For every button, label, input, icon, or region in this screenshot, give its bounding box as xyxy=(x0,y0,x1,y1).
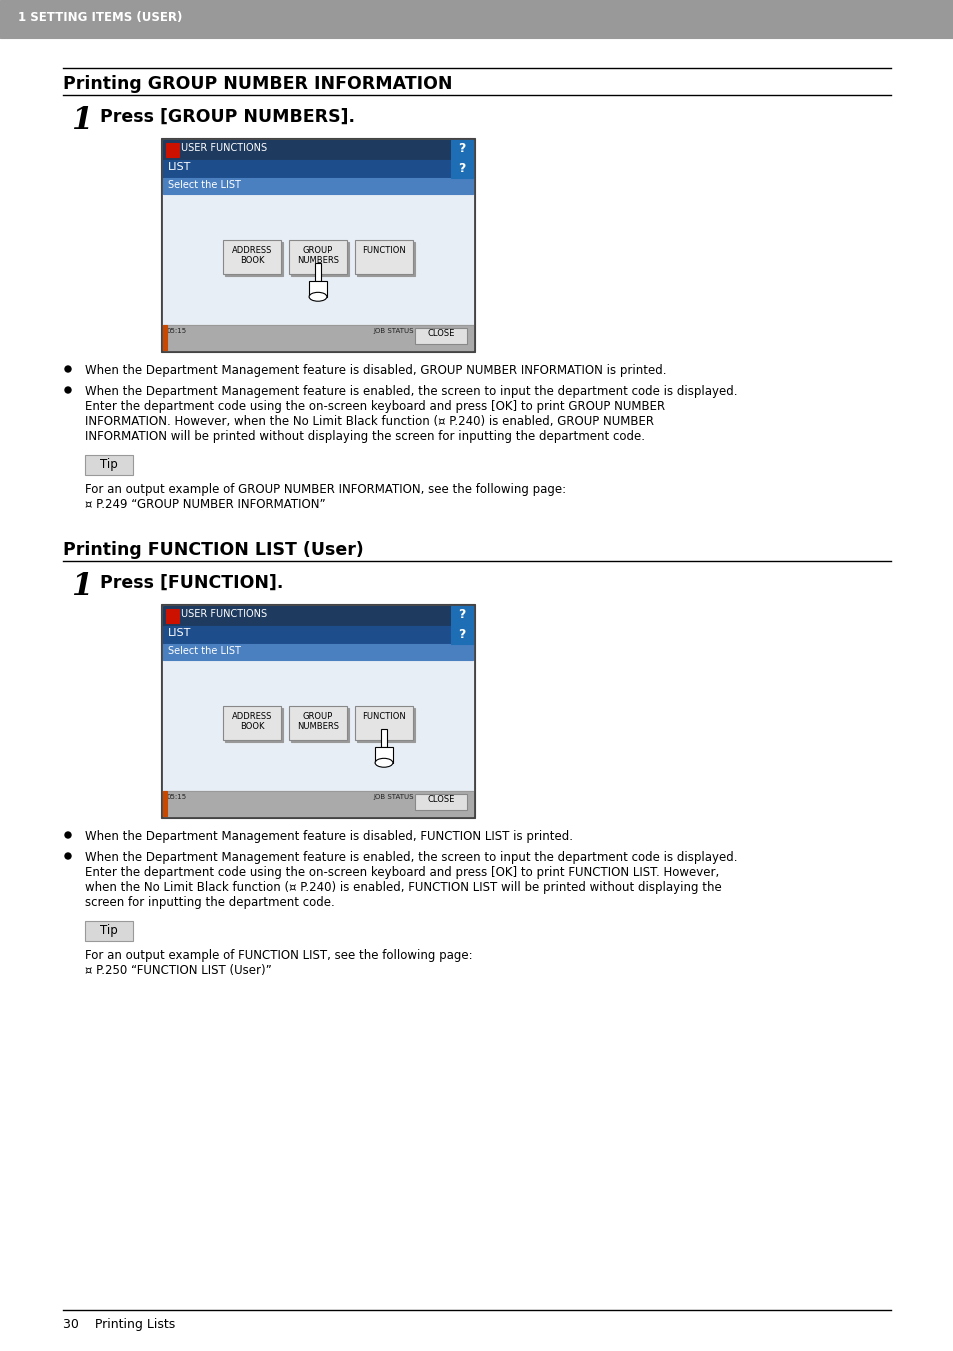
Ellipse shape xyxy=(309,292,327,301)
Text: When the Department Management feature is disabled, FUNCTION LIST is printed.: When the Department Management feature i… xyxy=(85,830,573,843)
Text: For an output example of GROUP NUMBER INFORMATION, see the following page:: For an output example of GROUP NUMBER IN… xyxy=(85,484,565,496)
Bar xyxy=(163,141,473,159)
Bar xyxy=(163,661,473,790)
Text: when the No Limit Black function (¤ P.240) is enabled, FUNCTION LIST will be pri: when the No Limit Black function (¤ P.24… xyxy=(85,881,721,894)
Circle shape xyxy=(65,386,71,393)
Text: JOB STATUS: JOB STATUS xyxy=(373,794,413,800)
Text: When the Department Management feature is disabled, GROUP NUMBER INFORMATION is : When the Department Management feature i… xyxy=(85,363,666,377)
Bar xyxy=(163,195,473,326)
Bar xyxy=(225,708,283,742)
Circle shape xyxy=(65,366,71,372)
Text: ?: ? xyxy=(457,142,465,155)
Text: Press [FUNCTION].: Press [FUNCTION]. xyxy=(100,574,283,592)
Bar xyxy=(161,604,475,817)
Bar xyxy=(85,921,132,942)
Text: Enter the department code using the on-screen keyboard and press [OK] to print F: Enter the department code using the on-s… xyxy=(85,866,719,880)
Text: 05:15: 05:15 xyxy=(167,328,187,334)
Bar xyxy=(289,707,347,740)
Bar xyxy=(163,326,167,350)
Text: ?: ? xyxy=(457,608,465,621)
Text: ¤ P.249 “GROUP NUMBER INFORMATION”: ¤ P.249 “GROUP NUMBER INFORMATION” xyxy=(85,499,325,511)
Bar xyxy=(291,242,349,276)
Polygon shape xyxy=(309,281,327,297)
Bar xyxy=(355,240,413,274)
Text: CLOSE: CLOSE xyxy=(427,794,455,804)
Bar xyxy=(415,794,467,811)
Text: USER FUNCTIONS: USER FUNCTIONS xyxy=(181,609,267,619)
Bar xyxy=(163,790,473,816)
Text: ?: ? xyxy=(457,628,465,640)
Text: FUNCTION: FUNCTION xyxy=(362,712,405,721)
Bar xyxy=(166,143,179,157)
Text: GROUP: GROUP xyxy=(302,246,333,255)
Bar xyxy=(166,609,179,623)
Text: BOOK: BOOK xyxy=(239,721,264,731)
Text: Select the LIST: Select the LIST xyxy=(168,180,240,190)
Text: USER FUNCTIONS: USER FUNCTIONS xyxy=(181,143,267,153)
Bar xyxy=(451,626,473,644)
Bar xyxy=(225,242,283,276)
Text: When the Department Management feature is enabled, the screen to input the depar: When the Department Management feature i… xyxy=(85,851,737,865)
Text: Tip: Tip xyxy=(100,458,118,471)
Bar xyxy=(356,242,415,276)
Text: Press [GROUP NUMBERS].: Press [GROUP NUMBERS]. xyxy=(100,108,355,126)
Text: Tip: Tip xyxy=(100,924,118,938)
Text: Select the LIST: Select the LIST xyxy=(168,646,240,657)
Text: INFORMATION will be printed without displaying the screen for inputting the depa: INFORMATION will be printed without disp… xyxy=(85,430,644,443)
Text: ¤ P.250 “FUNCTION LIST (User)”: ¤ P.250 “FUNCTION LIST (User)” xyxy=(85,965,272,977)
Text: LIST: LIST xyxy=(168,628,192,638)
Bar xyxy=(163,178,473,195)
Bar xyxy=(163,626,473,644)
Bar xyxy=(0,0,953,38)
Bar xyxy=(161,138,475,353)
Text: JOB STATUS: JOB STATUS xyxy=(373,328,413,334)
Text: 1: 1 xyxy=(71,105,92,136)
Text: Enter the department code using the on-screen keyboard and press [OK] to print G: Enter the department code using the on-s… xyxy=(85,400,664,413)
Text: Printing FUNCTION LIST (User): Printing FUNCTION LIST (User) xyxy=(63,540,363,559)
Circle shape xyxy=(65,832,71,838)
Bar xyxy=(451,607,473,626)
Bar xyxy=(451,141,473,159)
Bar xyxy=(163,644,473,661)
Bar xyxy=(223,240,281,274)
Bar xyxy=(163,607,473,626)
Text: 05:15: 05:15 xyxy=(167,794,187,800)
Bar xyxy=(415,328,467,345)
Polygon shape xyxy=(314,263,321,281)
Ellipse shape xyxy=(375,758,393,767)
Text: For an output example of FUNCTION LIST, see the following page:: For an output example of FUNCTION LIST, … xyxy=(85,948,472,962)
Text: Printing GROUP NUMBER INFORMATION: Printing GROUP NUMBER INFORMATION xyxy=(63,76,452,93)
Text: ADDRESS: ADDRESS xyxy=(232,712,272,721)
Text: NUMBERS: NUMBERS xyxy=(296,255,338,265)
Text: CLOSE: CLOSE xyxy=(427,330,455,338)
Circle shape xyxy=(65,852,71,859)
Text: ADDRESS: ADDRESS xyxy=(232,246,272,255)
Bar xyxy=(451,159,473,178)
Text: 1 SETTING ITEMS (USER): 1 SETTING ITEMS (USER) xyxy=(18,11,182,24)
Bar xyxy=(289,240,347,274)
Bar xyxy=(163,790,167,816)
Polygon shape xyxy=(375,747,393,763)
Bar xyxy=(223,707,281,740)
Bar xyxy=(355,707,413,740)
Text: ?: ? xyxy=(457,162,465,176)
Text: 1: 1 xyxy=(71,571,92,603)
Bar xyxy=(291,708,349,742)
Bar xyxy=(163,607,473,816)
Text: BOOK: BOOK xyxy=(239,255,264,265)
Bar xyxy=(356,708,415,742)
Bar xyxy=(163,326,473,350)
Text: INFORMATION. However, when the No Limit Black function (¤ P.240) is enabled, GRO: INFORMATION. However, when the No Limit … xyxy=(85,415,654,428)
Text: NUMBERS: NUMBERS xyxy=(296,721,338,731)
Bar xyxy=(85,455,132,476)
Text: screen for inputting the department code.: screen for inputting the department code… xyxy=(85,896,335,909)
Bar xyxy=(163,159,473,178)
Bar xyxy=(163,141,473,350)
Text: When the Department Management feature is enabled, the screen to input the depar: When the Department Management feature i… xyxy=(85,385,737,399)
Text: LIST: LIST xyxy=(168,162,192,172)
Text: GROUP: GROUP xyxy=(302,712,333,721)
Polygon shape xyxy=(380,730,387,747)
Text: FUNCTION: FUNCTION xyxy=(362,246,405,255)
Text: 30    Printing Lists: 30 Printing Lists xyxy=(63,1319,175,1331)
